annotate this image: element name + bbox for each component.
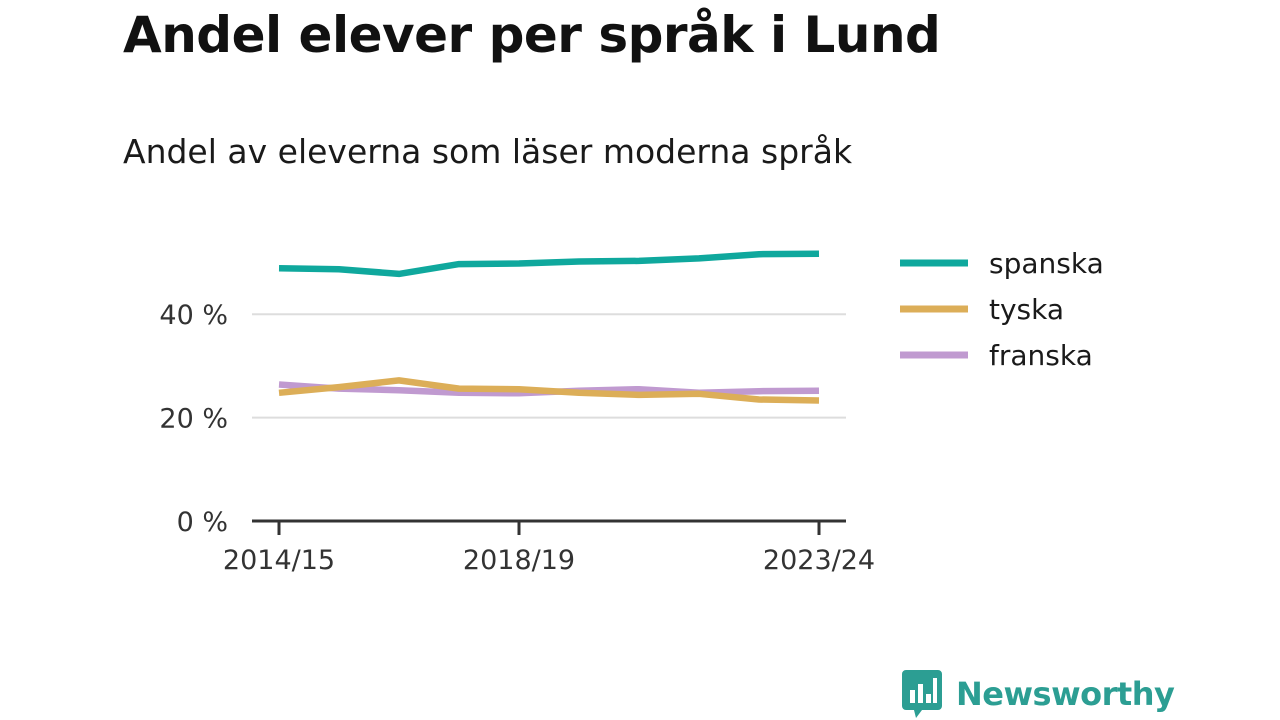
legend: spanska tyska franska xyxy=(900,247,1104,372)
series-line-tyska xyxy=(278,377,820,404)
x-tick-label: 2018/19 xyxy=(463,545,575,576)
x-axis xyxy=(252,519,846,535)
x-tick-label: 2023/24 xyxy=(763,545,875,576)
grid-lines xyxy=(252,313,846,419)
series-line-spanska xyxy=(278,250,820,278)
newsworthy-brand: Newsworthy xyxy=(902,670,1175,718)
y-tick-label: 20 % xyxy=(159,404,228,435)
legend-label-tyska: tyska xyxy=(989,293,1064,326)
x-tick-label: 2014/15 xyxy=(223,545,335,576)
series-lines xyxy=(278,250,820,404)
x-axis-tick-labels: 2014/15 2018/19 2023/24 xyxy=(223,545,875,576)
newsworthy-logo-icon xyxy=(902,670,942,718)
legend-label-franska: franska xyxy=(989,339,1093,372)
brand-name: Newsworthy xyxy=(956,675,1175,713)
chart-subtitle: Andel av eleverna som läser moderna språ… xyxy=(123,132,853,171)
y-tick-label: 0 % xyxy=(177,507,228,538)
y-axis-tick-labels: 0 % 20 % 40 % xyxy=(159,300,228,538)
y-tick-label: 40 % xyxy=(159,300,228,331)
chart-title: Andel elever per språk i Lund xyxy=(123,6,941,64)
legend-label-spanska: spanska xyxy=(989,247,1104,280)
